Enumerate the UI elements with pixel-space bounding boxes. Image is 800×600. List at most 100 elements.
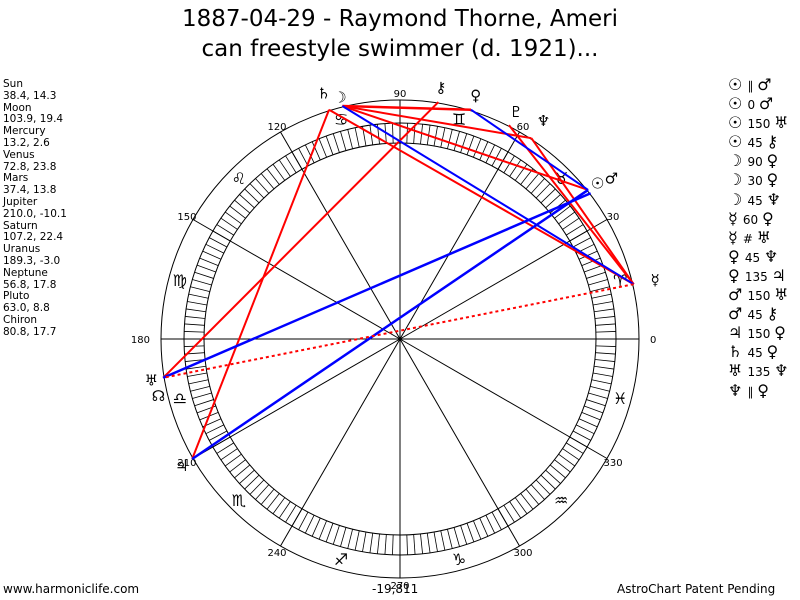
- degree-tick: [460, 525, 468, 545]
- degree-tick: [578, 418, 598, 428]
- sign-spoke: [192, 219, 401, 340]
- chart-title-line1: 1887-04-29 - Raymond Thorne, Ameri: [182, 6, 618, 32]
- degree-tick: [514, 497, 528, 514]
- aspect-row: ☉ 150 ♅: [728, 113, 789, 132]
- planet-name: Neptune: [3, 266, 48, 279]
- zodiac-glyph: ♏: [232, 491, 246, 510]
- aspect-line: [328, 108, 635, 286]
- mars-glyph: ♂: [605, 169, 618, 187]
- aspect-p2: ♅: [756, 227, 772, 247]
- degree-tick: [460, 133, 468, 153]
- degree-tick: [540, 474, 556, 490]
- pluto-glyph: ♇: [509, 103, 522, 121]
- degree-tick: [347, 529, 353, 549]
- aspect-row: ♅ 135 ♆: [728, 361, 789, 380]
- planet-position: 38.4, 14.3: [3, 89, 57, 102]
- degree-tick: [220, 448, 238, 461]
- website-link[interactable]: www.harmoniclife.com: [3, 582, 140, 596]
- degree-tick: [595, 345, 616, 347]
- degree-tick: [190, 286, 210, 292]
- degree-tick: [562, 448, 580, 461]
- degree-tick: [392, 123, 394, 144]
- degree-tick: [188, 379, 209, 385]
- degree-tick: [194, 399, 214, 407]
- degree-label: 270: [390, 581, 409, 592]
- aspect-p2: ♅: [774, 113, 789, 133]
- aspect-asp: 135: [744, 269, 772, 284]
- aspect-p2: ♀: [774, 323, 786, 343]
- degree-tick: [554, 459, 571, 473]
- aspect-p1: ☉: [728, 113, 748, 133]
- aspect-row: ☉ ∥ ♂: [728, 75, 789, 94]
- degree-label: 300: [513, 548, 532, 559]
- aspect-line: [342, 105, 589, 191]
- degree-tick: [298, 511, 309, 530]
- aspect-p2: ♂: [757, 75, 772, 94]
- degree-tick: [581, 412, 601, 421]
- degree-tick: [558, 211, 575, 225]
- aspect-p2: ♀: [766, 151, 779, 171]
- degree-tick: [545, 469, 561, 484]
- aspect-asp: 30: [747, 174, 767, 189]
- degree-tick: [520, 493, 534, 510]
- degree-tick: [377, 533, 380, 554]
- degree-tick: [184, 331, 205, 333]
- degree-tick: [466, 523, 475, 543]
- degree-tick: [188, 293, 209, 299]
- aspect-row: ♃ 150 ♀: [728, 323, 789, 342]
- aspect-p2: ♀: [762, 208, 774, 228]
- degree-tick: [325, 135, 334, 155]
- degree-tick: [244, 188, 260, 204]
- aspect-line: [191, 188, 589, 461]
- aspect-asp: 150: [747, 117, 775, 132]
- planet-position: 37.4, 13.8: [3, 184, 57, 197]
- aspect-p2: ♆: [774, 361, 789, 381]
- planet-position: 80.8, 17.7: [3, 325, 57, 338]
- aspect-row: ☿ 60 ♀: [728, 209, 789, 228]
- sign-spoke: [399, 219, 608, 340]
- aspect-line: [162, 101, 440, 379]
- degree-tick: [255, 484, 270, 500]
- planet-name: Moon: [3, 101, 32, 114]
- degree-tick: [285, 505, 297, 523]
- degree-tick: [503, 155, 515, 173]
- degree-tick: [186, 365, 206, 370]
- degree-tick: [549, 464, 566, 479]
- degree-tick: [347, 129, 353, 149]
- sign-spoke: [280, 131, 401, 340]
- degree-tick: [332, 525, 340, 545]
- degree-tick: [205, 424, 225, 435]
- degree-tick: [194, 271, 214, 279]
- planet-position: 107.2, 22.4: [3, 231, 64, 244]
- aspect-line: [191, 109, 330, 460]
- aspect-asp: 45: [747, 136, 767, 151]
- degree-tick: [584, 264, 604, 273]
- degree-tick: [420, 533, 423, 554]
- degree-tick: [249, 479, 265, 495]
- degree-tick: [509, 159, 522, 177]
- degree-tick: [562, 217, 580, 230]
- aspect-p2: ♅: [774, 285, 789, 305]
- aspect-row: ☽ 45 ♆: [728, 190, 789, 209]
- degree-label: 30: [607, 212, 620, 223]
- aspect-p2: ♆: [763, 246, 779, 266]
- degree-tick: [255, 178, 270, 194]
- degree-tick: [266, 168, 280, 185]
- degree-tick: [479, 141, 489, 161]
- sign-spoke: [280, 338, 401, 547]
- degree-tick: [433, 531, 438, 552]
- degree-tick: [209, 430, 228, 441]
- aspect-p1: ☉: [728, 94, 748, 114]
- degree-tick: [199, 257, 219, 266]
- aspect-p1: ♀: [728, 265, 745, 285]
- degree-label: 0: [650, 335, 656, 346]
- degree-tick: [473, 520, 482, 540]
- node-glyph: ☊: [152, 387, 165, 405]
- degree-tick: [586, 399, 606, 407]
- degree-tick: [558, 453, 575, 467]
- aspect-line-dotted: [162, 283, 634, 379]
- aspect-row: ☉ 45 ⚷: [728, 132, 789, 151]
- degree-tick: [229, 205, 246, 219]
- degree-tick: [332, 133, 340, 153]
- sign-spoke: [399, 131, 520, 340]
